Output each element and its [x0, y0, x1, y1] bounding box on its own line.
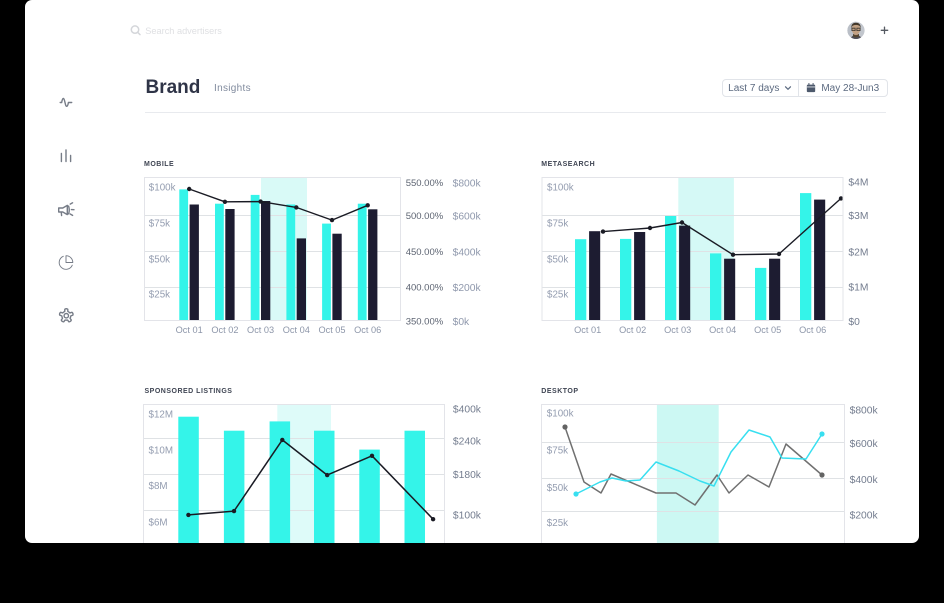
svg-text:$75k: $75k	[547, 219, 568, 230]
svg-text:$100k: $100k	[453, 510, 482, 521]
svg-text:$25k: $25k	[547, 290, 568, 301]
svg-text:DESKTOP: DESKTOP	[541, 388, 578, 395]
svg-text:Oct 04: Oct 04	[283, 325, 310, 335]
svg-text:$400k: $400k	[453, 247, 482, 258]
svg-text:$25k: $25k	[547, 518, 568, 529]
svg-text:350.00%: 350.00%	[406, 317, 444, 328]
svg-text:$1M: $1M	[848, 283, 868, 294]
svg-text:$8M: $8M	[149, 481, 168, 492]
svg-text:$10M: $10M	[149, 446, 174, 457]
svg-text:$600k: $600k	[453, 212, 482, 223]
svg-text:$75k: $75k	[149, 219, 170, 230]
svg-text:550.00%: 550.00%	[406, 178, 444, 189]
svg-text:$6M: $6M	[149, 517, 168, 528]
svg-text:$3M: $3M	[848, 211, 868, 222]
svg-text:$400k: $400k	[850, 475, 879, 486]
svg-text:$240k: $240k	[453, 436, 482, 447]
svg-text:Oct 03: Oct 03	[247, 325, 274, 335]
svg-text:Oct 06: Oct 06	[354, 325, 381, 335]
svg-text:$4M: $4M	[848, 178, 868, 189]
svg-text:$12M: $12M	[149, 410, 174, 421]
svg-text:$180k: $180k	[453, 470, 482, 481]
svg-text:Oct 02: Oct 02	[619, 325, 646, 335]
svg-text:Oct 01: Oct 01	[574, 325, 601, 335]
svg-text:$600k: $600k	[850, 439, 879, 450]
svg-text:$800k: $800k	[453, 178, 482, 189]
svg-text:Oct 01: Oct 01	[176, 325, 203, 335]
svg-text:$50k: $50k	[149, 255, 170, 266]
svg-text:$200k: $200k	[453, 283, 482, 294]
svg-text:SPONSORED LISTINGS: SPONSORED LISTINGS	[145, 388, 233, 395]
svg-text:$800k: $800k	[850, 405, 879, 416]
svg-text:$50k: $50k	[547, 255, 568, 266]
svg-text:$25k: $25k	[149, 290, 170, 301]
svg-text:Oct 02: Oct 02	[211, 325, 238, 335]
svg-text:Oct 05: Oct 05	[754, 325, 781, 335]
svg-text:$0: $0	[848, 317, 860, 328]
svg-text:Oct 06: Oct 06	[799, 325, 826, 335]
svg-text:500.00%: 500.00%	[406, 211, 444, 222]
svg-text:$200k: $200k	[850, 511, 879, 522]
svg-text:Oct 03: Oct 03	[664, 325, 691, 335]
svg-text:$100k: $100k	[149, 183, 176, 194]
svg-text:$400k: $400k	[453, 404, 482, 415]
svg-text:$0k: $0k	[453, 317, 470, 328]
svg-text:METASEARCH: METASEARCH	[541, 161, 595, 168]
svg-text:400.00%: 400.00%	[406, 283, 444, 294]
svg-text:450.00%: 450.00%	[406, 247, 444, 258]
svg-text:$100k: $100k	[547, 183, 574, 194]
svg-text:Oct 05: Oct 05	[318, 325, 345, 335]
svg-text:$75k: $75k	[547, 446, 568, 457]
svg-text:$100k: $100k	[547, 408, 574, 419]
svg-text:$50k: $50k	[547, 483, 568, 494]
svg-text:Oct 04: Oct 04	[709, 325, 736, 335]
svg-text:MOBILE: MOBILE	[144, 161, 174, 168]
svg-text:$2M: $2M	[848, 247, 868, 258]
